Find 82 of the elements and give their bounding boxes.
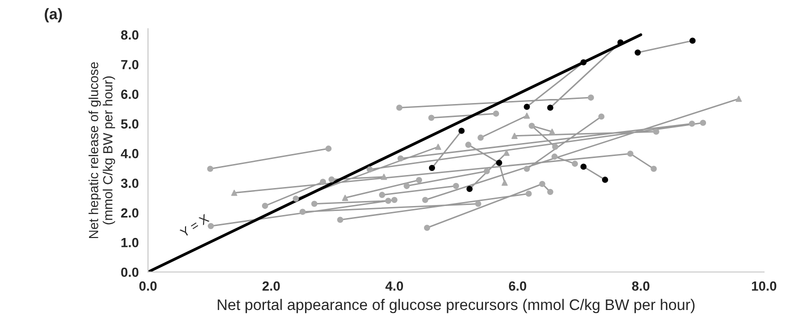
point: [588, 94, 594, 101]
y-tick-label: 0.0: [121, 268, 138, 277]
point: [337, 216, 344, 223]
point: [328, 176, 335, 183]
x-tick-label: 2.0: [262, 281, 280, 291]
point: [524, 104, 530, 110]
point: [580, 164, 587, 170]
point: [465, 142, 472, 148]
y-tick-label: 1.0: [121, 238, 138, 248]
point: [736, 96, 742, 102]
x-tick-label: 0.0: [139, 281, 157, 291]
point: [602, 176, 608, 183]
point: [617, 39, 624, 46]
y-tick-label: 5.0: [121, 119, 138, 129]
point: [428, 164, 436, 171]
point: [311, 200, 318, 207]
point: [262, 202, 268, 209]
point: [428, 114, 434, 121]
point: [458, 128, 465, 134]
point: [416, 176, 422, 184]
point: [496, 160, 502, 166]
point: [502, 180, 508, 186]
point: [524, 166, 530, 172]
y-tick-label: 4.0: [120, 148, 138, 158]
point: [325, 146, 332, 152]
point: [627, 150, 634, 157]
point: [650, 166, 657, 172]
point: [397, 155, 404, 162]
point: [547, 188, 554, 196]
point: [528, 122, 535, 129]
point: [552, 144, 558, 150]
point: [396, 104, 402, 111]
point: [653, 128, 660, 135]
point: [689, 38, 696, 44]
point: [539, 180, 546, 187]
point: [404, 182, 410, 190]
point: [549, 128, 556, 135]
point: [424, 224, 430, 231]
y-tick-label: 2.0: [121, 208, 138, 218]
point: [700, 120, 706, 126]
point: [292, 196, 299, 202]
point: [391, 196, 398, 204]
point: [492, 110, 500, 117]
point: [547, 104, 554, 111]
point: [342, 194, 348, 201]
point: [551, 154, 558, 160]
point: [503, 150, 510, 156]
annotation: Y = X: [180, 214, 210, 238]
point: [526, 190, 532, 197]
point: [484, 168, 490, 174]
point: [422, 196, 428, 204]
y-tick-label: 3.0: [120, 178, 138, 188]
y-axis-title: Net hepatic release of glucose (mmol C/kg BW per hour): [88, 62, 116, 238]
point: [435, 144, 442, 150]
point: [524, 112, 530, 119]
point: [466, 186, 473, 192]
point: [511, 132, 518, 139]
y-tick-label: 6.0: [121, 90, 138, 99]
y-tick-label: 7.0: [121, 60, 138, 70]
point: [378, 192, 386, 198]
x-axis-title: Net portal appearance of glucose precursors (mmol C/kg BW per hour): [218, 298, 695, 314]
point: [385, 198, 392, 204]
point: [320, 178, 326, 185]
point: [598, 114, 604, 120]
point: [634, 49, 641, 56]
point: [572, 160, 578, 167]
point: [580, 59, 587, 66]
x-tick-label: 4.0: [385, 281, 404, 291]
x-tick-label: 10.0: [752, 281, 776, 291]
point: [300, 208, 306, 215]
point: [207, 166, 214, 172]
chart-title: (a): [44, 8, 62, 22]
y-tick-label: 8.0: [121, 30, 138, 40]
x-tick-label: 6.0: [508, 281, 526, 291]
point: [380, 174, 388, 180]
point: [366, 166, 373, 172]
point: [231, 190, 238, 196]
point: [688, 120, 696, 127]
point: [475, 200, 482, 207]
point: [478, 134, 484, 141]
point: [452, 182, 460, 190]
x-tick-label: 8.0: [632, 281, 650, 291]
